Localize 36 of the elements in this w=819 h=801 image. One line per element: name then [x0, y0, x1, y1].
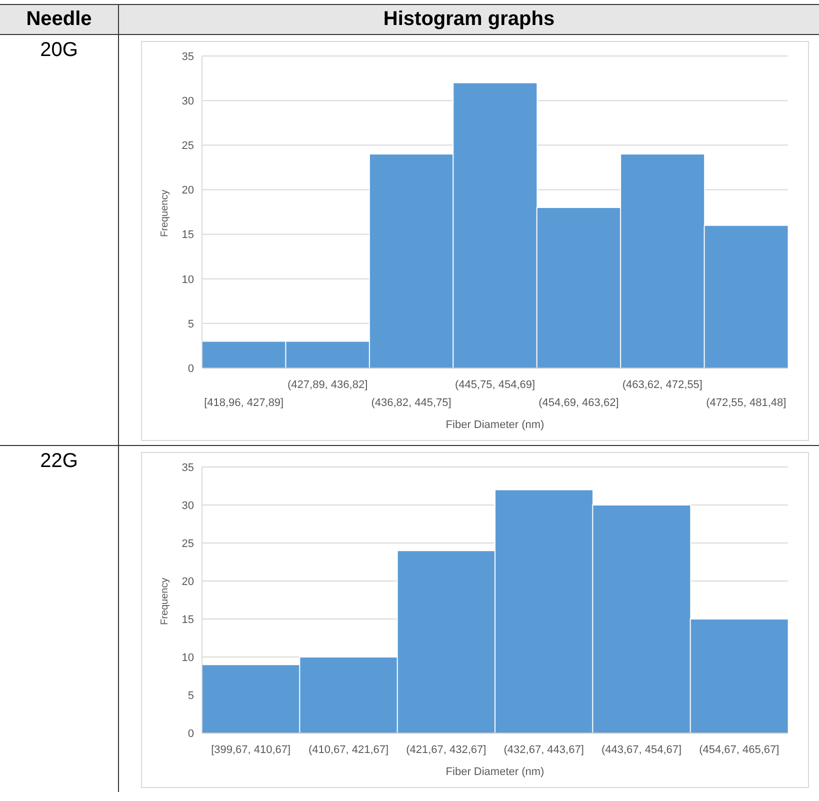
x-axis-title: Fiber Diameter (nm)	[446, 419, 544, 431]
y-tick-label: 25	[182, 140, 194, 152]
x-tick-label: (410,67, 421,67]	[308, 744, 389, 756]
x-tick-label: (432,67, 443,67]	[504, 744, 584, 756]
chart-title: 20G	[0, 34, 118, 446]
x-tick-label: (421,67, 432,67]	[406, 744, 486, 756]
y-tick-label: 20	[182, 184, 194, 197]
x-tick-label: (445,75, 454,69]	[454, 379, 536, 391]
x-tick-label: (472,55, 481,48]	[706, 397, 786, 409]
x-tick-label: (436,82, 445,75]	[371, 397, 452, 409]
y-tick-label: 35	[182, 462, 194, 474]
y-tick-label: 10	[182, 652, 194, 664]
y-tick-label: 0	[188, 728, 194, 740]
y-tick-label: 5	[188, 690, 194, 702]
x-tick-label: (427,89, 436,82]	[288, 379, 368, 391]
y-axis-title: Frequency	[160, 578, 171, 625]
y-axis-title: Frequency	[160, 190, 171, 237]
x-tick-label: [399,67, 410,67]	[211, 744, 291, 756]
y-tick-label: 35	[182, 50, 194, 63]
y-tick-label: 30	[182, 95, 194, 108]
x-tick-label: (454,67, 465,67]	[699, 744, 780, 756]
text: Needle	[0, 4, 118, 34]
x-tick-label: (443,67, 454,67]	[601, 744, 682, 756]
x-axis-title: Fiber Diameter (nm)	[446, 766, 544, 778]
y-tick-label: 25	[182, 538, 194, 550]
x-tick-label: (463,62, 472,55]	[622, 379, 702, 391]
chart-title: 22G	[0, 446, 118, 792]
x-tick-label: [418,96, 427,89]	[204, 397, 284, 409]
y-tick-label: 5	[188, 318, 194, 330]
x-tick-label: (454,69, 463,62]	[538, 397, 619, 409]
y-tick-label: 0	[188, 362, 194, 375]
y-tick-label: 30	[182, 500, 194, 512]
y-tick-label: 15	[182, 229, 194, 242]
y-tick-label: 15	[182, 614, 194, 626]
y-tick-label: 20	[182, 576, 194, 588]
y-tick-label: 10	[182, 274, 194, 286]
